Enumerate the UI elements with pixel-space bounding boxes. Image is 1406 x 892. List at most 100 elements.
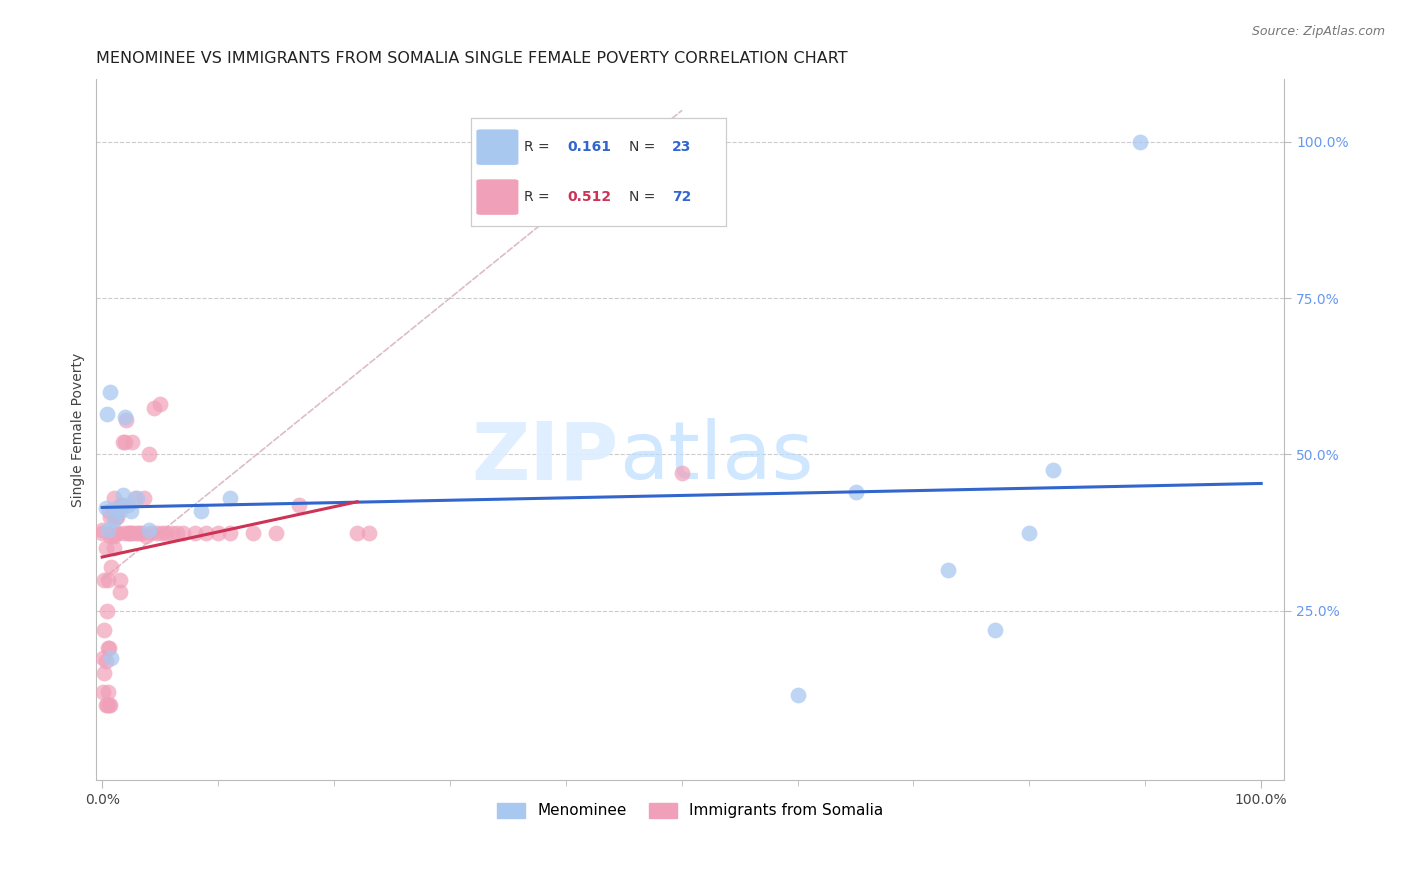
Point (195, 525, 218, 540)
Point (105, 500, 128, 515)
Point (105, 525, 128, 540)
Point (121, 434, 143, 449)
Point (97, 573, 120, 587)
Point (190, 504, 212, 518)
Point (110, 498, 132, 512)
Point (128, 525, 150, 540)
Point (114, 409, 136, 424)
Point (125, 525, 148, 540)
Point (357, 525, 380, 540)
Point (124, 491, 146, 506)
Point (91, 525, 114, 540)
Point (671, 467, 693, 481)
Text: atlas: atlas (619, 418, 814, 497)
Point (160, 525, 183, 540)
Point (138, 448, 160, 462)
Point (120, 525, 142, 540)
Point (93, 623, 115, 637)
Point (145, 525, 167, 540)
Point (114, 434, 136, 449)
Point (103, 491, 125, 506)
Point (184, 525, 207, 540)
Point (101, 525, 124, 540)
Point (288, 498, 311, 512)
Point (103, 541, 125, 556)
Point (132, 491, 155, 506)
Point (139, 525, 162, 540)
Point (264, 525, 287, 540)
Point (135, 529, 157, 543)
Point (98, 504, 121, 518)
Point (1128, 135, 1150, 149)
Point (143, 401, 166, 415)
Point (218, 491, 240, 506)
Legend: Menominee, Immigrants from Somalia: Menominee, Immigrants from Somalia (491, 797, 890, 824)
Point (100, 650, 122, 665)
Point (98, 698, 121, 712)
Text: ZIP: ZIP (472, 418, 619, 497)
Point (91, 685, 114, 699)
Point (105, 510, 128, 524)
Point (98, 384, 121, 399)
Point (111, 434, 134, 449)
Point (103, 529, 125, 543)
Point (101, 504, 124, 518)
Point (105, 510, 128, 524)
Point (98, 510, 121, 524)
Point (218, 525, 240, 540)
Point (131, 525, 153, 540)
Point (111, 488, 134, 502)
Point (117, 498, 139, 512)
Point (108, 504, 131, 518)
Point (152, 525, 174, 540)
Point (1042, 463, 1064, 477)
Point (1018, 525, 1040, 540)
Point (94, 698, 117, 712)
Point (138, 523, 160, 537)
Y-axis label: Single Female Poverty: Single Female Poverty (72, 352, 86, 507)
Point (96, 604, 118, 618)
Point (98, 529, 121, 543)
Point (96, 698, 118, 712)
Point (97, 685, 120, 699)
Point (155, 525, 177, 540)
Point (118, 525, 141, 540)
Point (122, 525, 145, 540)
Point (108, 573, 131, 587)
Point (115, 413, 138, 427)
Point (104, 510, 127, 524)
Point (100, 560, 122, 574)
Point (108, 585, 131, 599)
Text: Source: ZipAtlas.com: Source: ZipAtlas.com (1251, 25, 1385, 38)
Point (112, 525, 135, 540)
Point (125, 491, 148, 506)
Point (983, 623, 1005, 637)
Point (100, 525, 122, 540)
Point (98, 698, 121, 712)
Point (93, 573, 115, 587)
Point (94, 500, 117, 515)
Point (242, 525, 264, 540)
Point (172, 525, 194, 540)
Point (786, 688, 808, 702)
Point (91, 523, 114, 537)
Point (111, 498, 134, 512)
Point (91, 650, 114, 665)
Point (94, 654, 117, 668)
Point (96, 407, 118, 421)
Point (120, 504, 142, 518)
Point (94, 541, 117, 556)
Text: MENOMINEE VS IMMIGRANTS FROM SOMALIA SINGLE FEMALE POVERTY CORRELATION CHART: MENOMINEE VS IMMIGRANTS FROM SOMALIA SIN… (97, 51, 848, 66)
Point (166, 525, 188, 540)
Point (149, 397, 172, 411)
Point (207, 525, 229, 540)
Point (103, 513, 125, 527)
Point (97, 641, 120, 656)
Point (346, 525, 368, 540)
Point (107, 525, 129, 540)
Point (117, 525, 139, 540)
Point (98, 641, 121, 656)
Point (93, 666, 115, 681)
Point (844, 485, 866, 500)
Point (97, 523, 120, 537)
